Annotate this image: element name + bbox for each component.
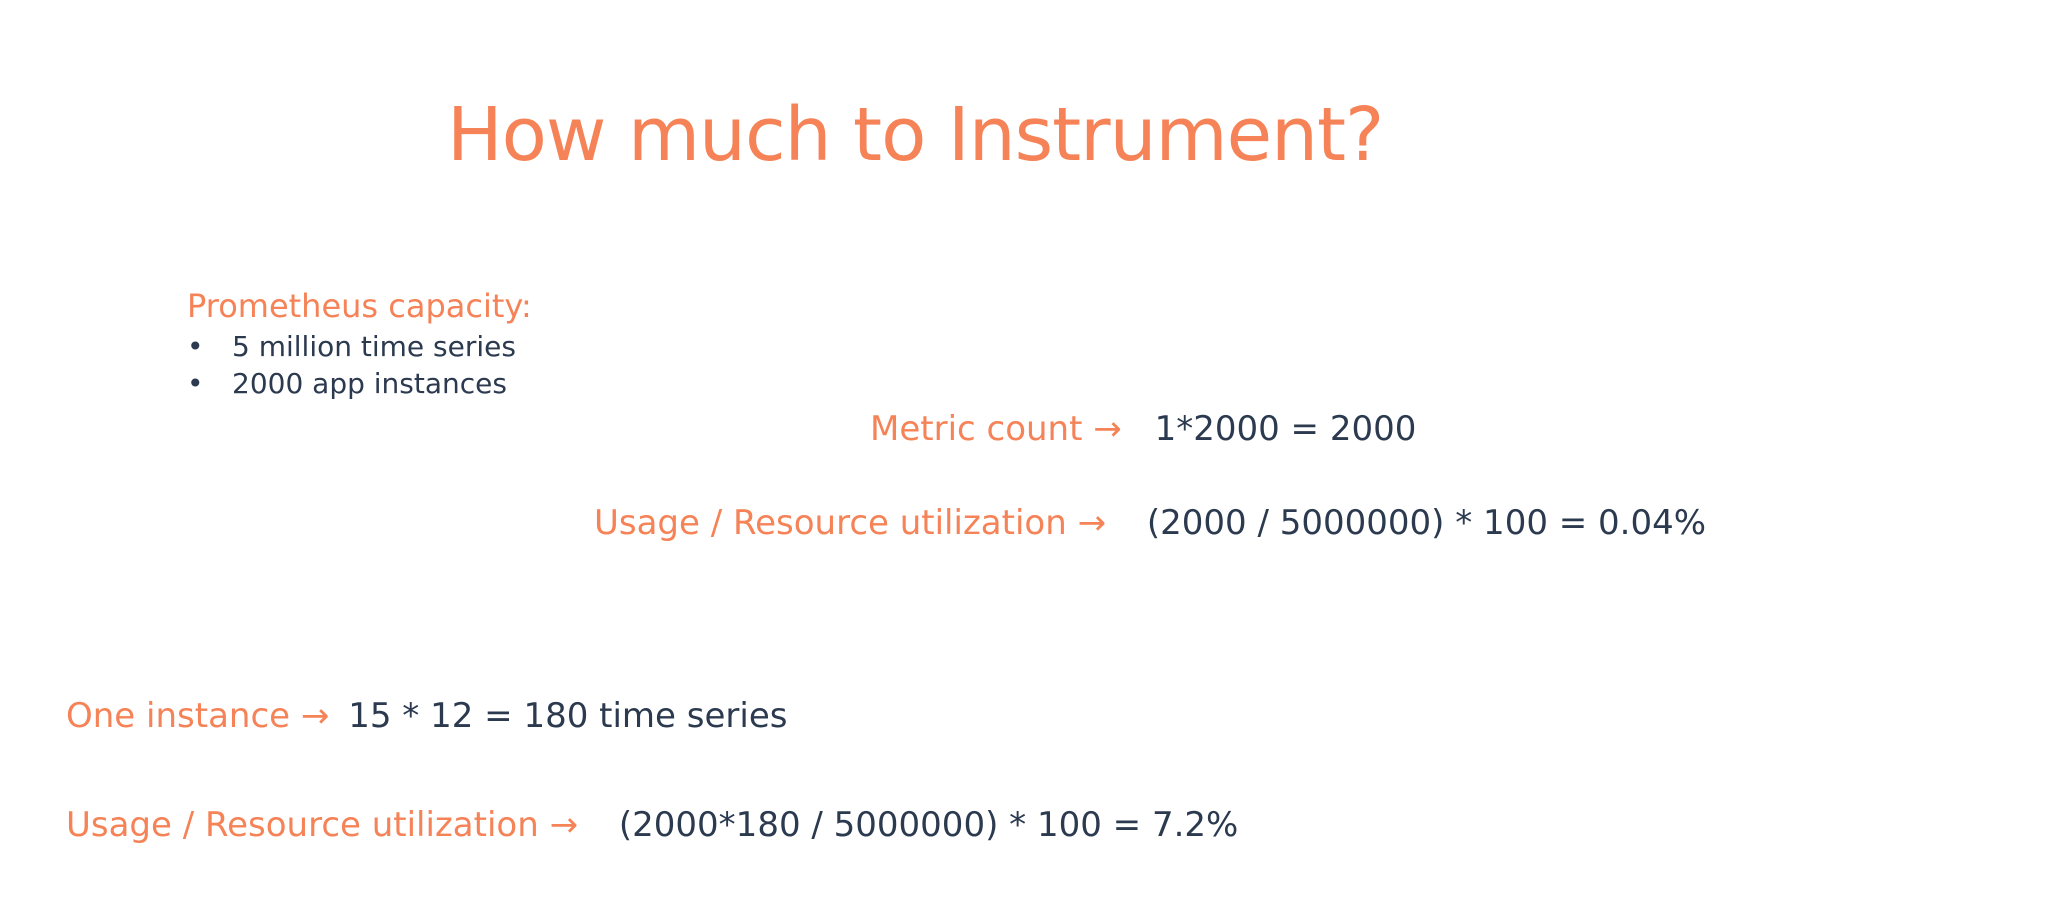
capacity-item: • 5 million time series: [187, 328, 516, 365]
metric-count-line: Metric count → 1*2000 = 2000: [870, 407, 1416, 451]
arrow-right-icon: →: [1093, 409, 1122, 449]
capacity-item-text: 2000 app instances: [232, 367, 507, 400]
bullet-icon: •: [187, 367, 204, 400]
usage-label: Usage / Resource utilization: [66, 805, 539, 845]
one-instance-label: One instance: [66, 696, 291, 736]
arrow-right-icon: →: [300, 696, 330, 736]
metric-count-label: Metric count: [870, 409, 1083, 449]
arrow-right-icon: →: [1077, 503, 1107, 543]
capacity-item-text: 5 million time series: [232, 330, 516, 363]
usage-value: (2000 / 5000000) * 100 = 0.04%: [1146, 503, 1707, 543]
capacity-heading: Prometheus capacity:: [187, 287, 532, 325]
arrow-right-icon: →: [549, 805, 579, 845]
capacity-list: • 5 million time series • 2000 app instanc…: [187, 328, 516, 402]
usage-line-1: Usage / Resource utilization → (2000 / 5…: [594, 501, 1706, 545]
one-instance-value: 15 * 12 = 180 time series: [348, 696, 788, 736]
usage-value: (2000*180 / 5000000) * 100 = 7.2%: [618, 805, 1239, 845]
capacity-item: • 2000 app instances: [187, 365, 516, 402]
slide-title: How much to Instrument?: [447, 92, 1384, 178]
one-instance-line: One instance → 15 * 12 = 180 time series: [66, 694, 787, 738]
usage-line-2: Usage / Resource utilization → (2000*180…: [66, 803, 1238, 847]
metric-count-value: 1*2000 = 2000: [1154, 409, 1417, 449]
bullet-icon: •: [187, 330, 204, 363]
usage-label: Usage / Resource utilization: [594, 503, 1067, 543]
